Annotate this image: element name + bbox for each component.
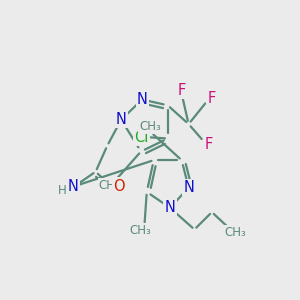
Text: CH₃: CH₃ [140, 120, 161, 133]
Text: N: N [165, 200, 176, 215]
Text: O: O [113, 178, 125, 194]
Text: N: N [68, 178, 79, 194]
Text: F: F [207, 91, 215, 106]
Text: F: F [178, 83, 186, 98]
Text: CH₃: CH₃ [224, 226, 246, 239]
Text: F: F [204, 137, 212, 152]
Text: CH₃: CH₃ [129, 224, 151, 237]
Text: N: N [137, 92, 148, 107]
Text: H: H [58, 184, 67, 197]
Text: CH₃: CH₃ [99, 179, 121, 192]
Text: Cl: Cl [134, 130, 148, 145]
Text: N: N [183, 180, 194, 195]
Text: N: N [116, 112, 127, 127]
